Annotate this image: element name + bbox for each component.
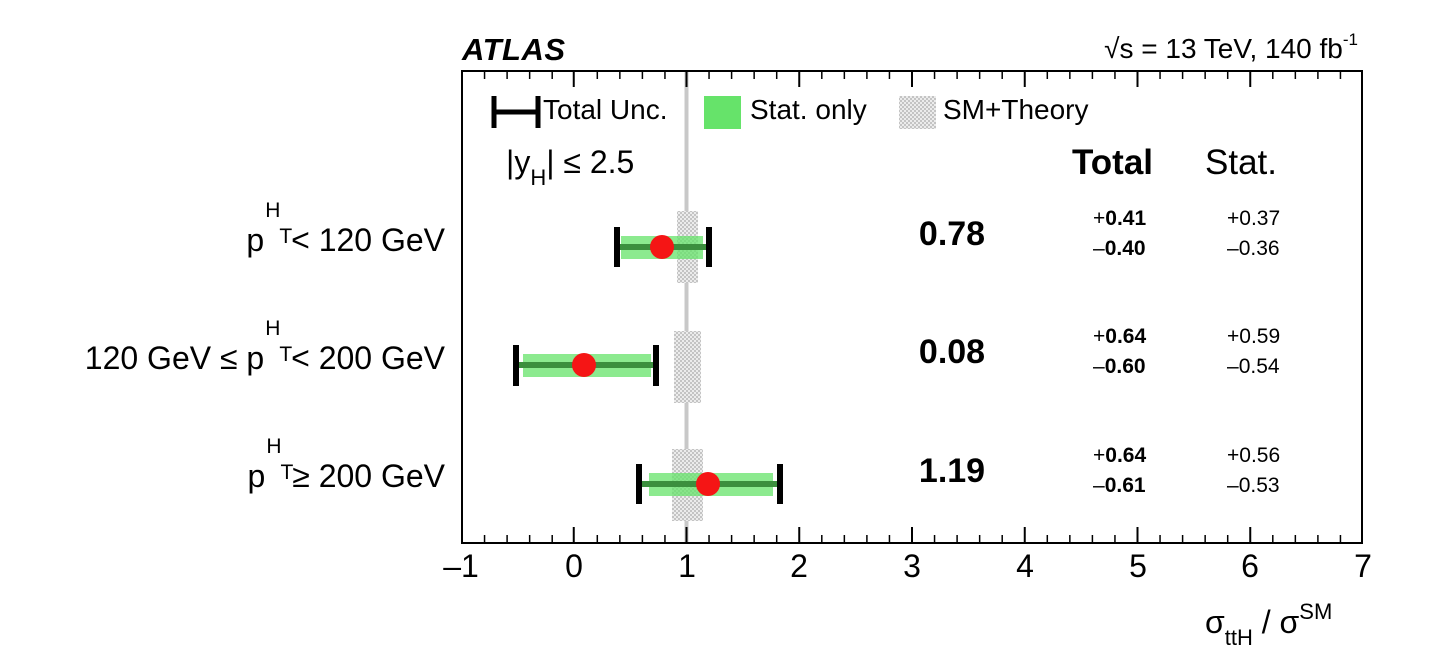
column-header-total: Total [1072,143,1154,182]
data-row-1 [614,227,712,267]
x-tick-label: 3 [903,548,921,584]
central-value-1: 0.78 [918,215,986,253]
central-value-3: 1.19 [918,452,986,490]
x-tick-label: 4 [1016,548,1034,584]
experiment-label: ATLAS [462,32,566,67]
x-tick-label: 2 [790,548,808,584]
x-tick-label: 6 [1241,548,1259,584]
total-unc-2: +0.64 –0.60 [1093,325,1147,378]
legend-stat-only: Stat. only [750,94,867,125]
legend-sm-theory: SM+Theory [943,94,1089,125]
legend-total-unc-icon [491,96,541,128]
stat-unc-3: +0.56 –0.53 [1227,444,1281,497]
data-row-3 [636,464,783,504]
data-row-2 [513,345,659,386]
x-tick-label: 1 [678,548,696,584]
total-unc-1: +0.41 –0.40 [1093,207,1147,260]
x-tick-label: 0 [565,548,583,584]
x-axis-minor-ticks [483,71,1342,543]
lumi-exponent: -1 [1342,30,1358,49]
x-tick-label: –1 [443,548,479,584]
stat-unc-2: +0.59 –0.54 [1227,325,1281,378]
energy-text: √s = 13 TeV, 140 fb [1104,33,1343,64]
row-label-1: pHT < 120 GeV [246,199,445,258]
column-header-stat: Stat. [1205,143,1277,182]
legend-stat-only-icon [704,96,741,129]
row-label-3: pHT ≥ 200 GeV [247,435,445,494]
x-tick-label: 5 [1129,548,1147,584]
x-tick-label: 7 [1354,548,1372,584]
energy-lumi-label: √s = 13 TeV, 140 fb-1 [1104,30,1358,65]
region-pre: |y [506,144,531,180]
row-label-2: 120 GeV ≤ pHT < 200 GeV [84,317,445,376]
central-value-2: 0.08 [918,333,986,371]
legend-sm-theory-icon [899,96,936,129]
x-axis-title: σttH / σSM [1205,599,1333,650]
total-unc-3: +0.64 –0.61 [1093,444,1147,497]
region-sub: H [530,165,547,190]
legend-total-unc: Total Unc. [543,94,668,125]
region-post: | ≤ 2.5 [546,144,635,180]
theory-band-row2 [674,331,701,403]
rapidity-region-label: |yH| ≤ 2.5 [506,144,635,190]
stat-unc-1: +0.37 –0.36 [1227,207,1281,260]
x-axis-ticks [572,71,1252,543]
